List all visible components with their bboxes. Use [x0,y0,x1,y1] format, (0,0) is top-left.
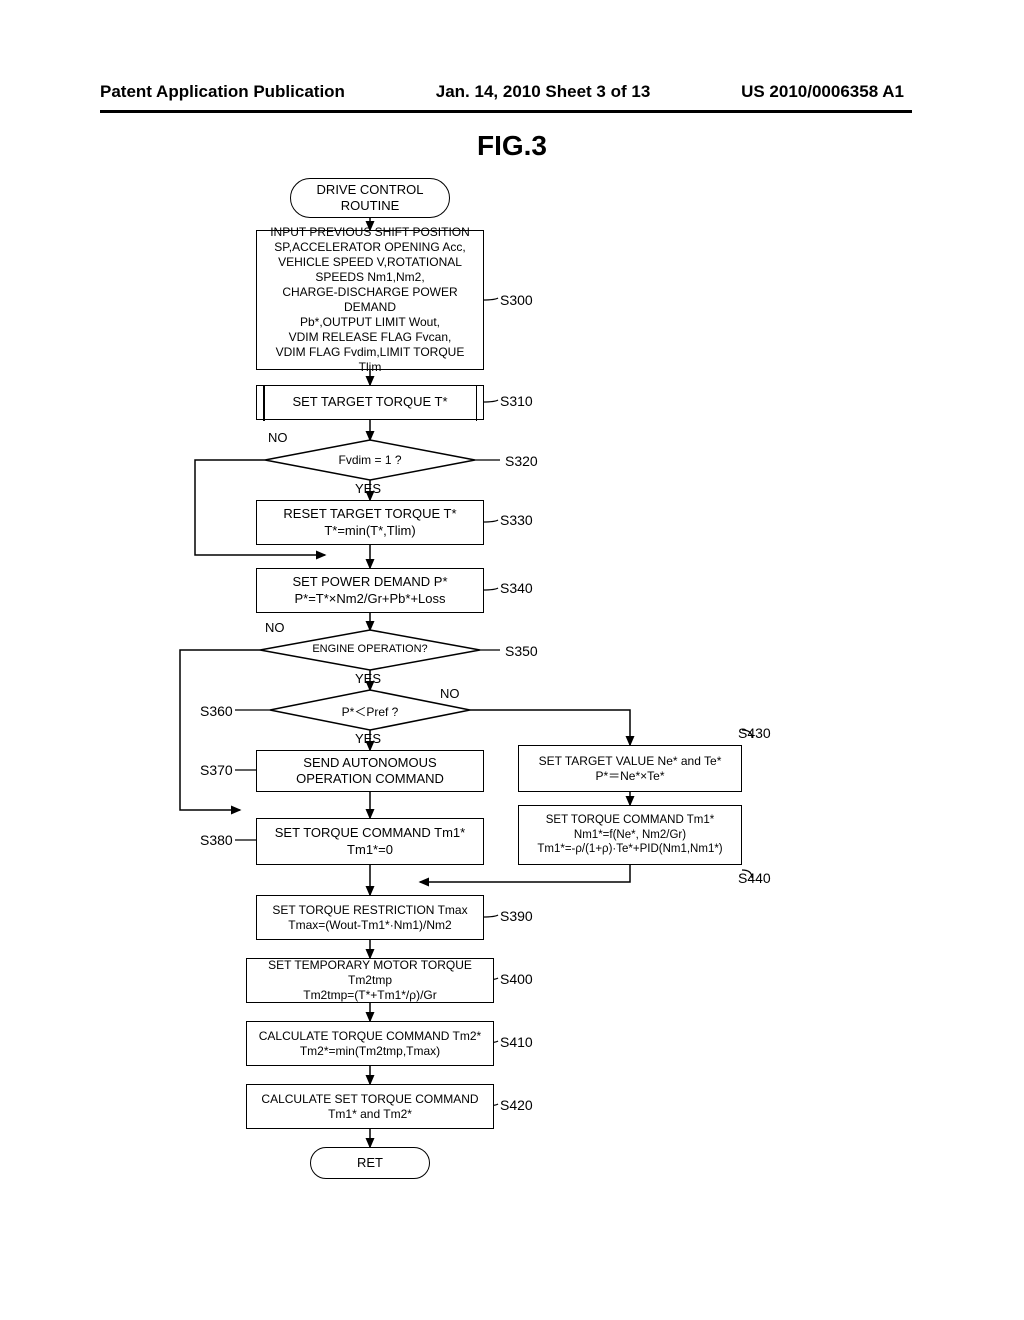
page-header: Patent Application Publication Jan. 14, … [100,82,904,102]
label-s430: S430 [738,725,771,741]
label-s300: S300 [500,292,533,308]
label-s330: S330 [500,512,533,528]
label-s390: S390 [500,908,533,924]
s360-yes: YES [355,731,381,746]
ret-text: RET [357,1155,383,1171]
label-s310: S310 [500,393,533,409]
label-s420: S420 [500,1097,533,1113]
decision-s320-text: Fvdim = 1 ? [300,453,440,467]
label-s370: S370 [200,762,233,778]
label-s350: S350 [505,643,538,659]
start-text: DRIVE CONTROL ROUTINE [317,182,424,215]
s390-text: SET TORQUE RESTRICTION Tmax Tmax=(Wout-T… [272,903,467,933]
terminator-ret: RET [310,1147,430,1179]
s350-yes: YES [355,671,381,686]
process-s330: RESET TARGET TORQUE T* T*=min(T*,Tlim) [256,500,484,545]
header-left: Patent Application Publication [100,82,345,102]
label-s320: S320 [505,453,538,469]
s380-text: SET TORQUE COMMAND Tm1* Tm1*=0 [275,825,465,858]
process-s370: SEND AUTONOMOUS OPERATION COMMAND [256,750,484,792]
process-s340: SET POWER DEMAND P* P*=T*×Nm2/Gr+Pb*+Los… [256,568,484,613]
process-s390: SET TORQUE RESTRICTION Tmax Tmax=(Wout-T… [256,895,484,940]
s400-text: SET TEMPORARY MOTOR TORQUE Tm2tmp Tm2tmp… [253,958,487,1003]
label-s360: S360 [200,703,233,719]
process-s300: INPUT PREVIOUS SHIFT POSITION SP,ACCELER… [256,230,484,370]
process-s420: CALCULATE SET TORQUE COMMAND Tm1* and Tm… [246,1084,494,1129]
process-s430: SET TARGET VALUE Ne* and Te* P*＝Ne*×Te* [518,745,742,792]
s320-yes: YES [355,481,381,496]
s370-text: SEND AUTONOMOUS OPERATION COMMAND [296,755,444,788]
process-s410: CALCULATE TORQUE COMMAND Tm2* Tm2*=min(T… [246,1021,494,1066]
decision-s350-text: ENGINE OPERATION? [300,643,440,655]
decision-s360-text: P*＜Pref ? [300,703,440,720]
subroutine-s310: SET TARGET TORQUE T* [256,385,484,420]
process-s380: SET TORQUE COMMAND Tm1* Tm1*=0 [256,818,484,865]
label-s340: S340 [500,580,533,596]
s360-no: NO [440,686,460,701]
s310-text: SET TARGET TORQUE T* [292,394,447,410]
header-underline [100,110,912,113]
s440-text: SET TORQUE COMMAND Tm1* Nm1*=f(Ne*, Nm2/… [537,813,722,856]
label-s440: S440 [738,870,771,886]
label-s380: S380 [200,832,233,848]
s330-text: RESET TARGET TORQUE T* T*=min(T*,Tlim) [283,506,456,539]
s430-text: SET TARGET VALUE Ne* and Te* P*＝Ne*×Te* [539,754,722,784]
page: Patent Application Publication Jan. 14, … [0,0,1024,1320]
process-s400: SET TEMPORARY MOTOR TORQUE Tm2tmp Tm2tmp… [246,958,494,1003]
header-center: Jan. 14, 2010 Sheet 3 of 13 [436,82,651,102]
s350-no: NO [265,620,285,635]
label-s410: S410 [500,1034,533,1050]
s320-no: NO [268,430,288,445]
process-s440: SET TORQUE COMMAND Tm1* Nm1*=f(Ne*, Nm2/… [518,805,742,865]
s340-text: SET POWER DEMAND P* P*=T*×Nm2/Gr+Pb*+Los… [292,574,447,607]
header-right: US 2010/0006358 A1 [741,82,904,102]
s420-text: CALCULATE SET TORQUE COMMAND Tm1* and Tm… [261,1092,478,1122]
label-s400: S400 [500,971,533,987]
s410-text: CALCULATE TORQUE COMMAND Tm2* Tm2*=min(T… [259,1029,481,1059]
s300-text: INPUT PREVIOUS SHIFT POSITION SP,ACCELER… [263,225,477,375]
terminator-start: DRIVE CONTROL ROUTINE [290,178,450,218]
figure-title: FIG.3 [0,130,1024,162]
